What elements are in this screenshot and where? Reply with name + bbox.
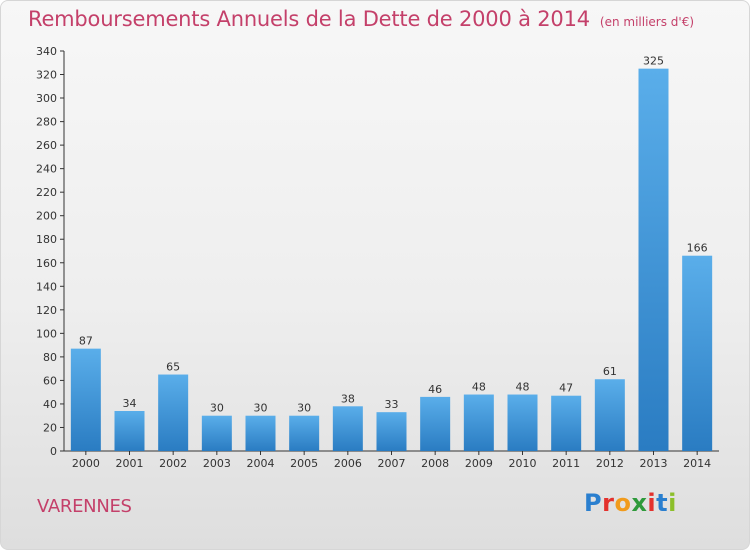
y-tick-label: 40	[43, 398, 57, 411]
x-tick-label-2002: 2002	[159, 457, 187, 470]
y-tick-label: 200	[36, 210, 57, 223]
y-tick-label: 80	[43, 351, 57, 364]
y-tick-label: 160	[36, 257, 57, 270]
bar-2007	[376, 412, 407, 451]
value-label-2006: 38	[341, 392, 355, 405]
chart-title-unit: (en milliers d'€)	[599, 15, 695, 29]
value-label-2013: 325	[643, 55, 664, 68]
x-tick-label-2013: 2013	[640, 457, 668, 470]
y-tick-label: 340	[36, 45, 57, 58]
value-label-2007: 33	[385, 398, 399, 411]
chart-title: Remboursements Annuels de la Dette de 20…	[28, 7, 694, 31]
x-tick-label-2000: 2000	[72, 457, 100, 470]
bar-2013	[638, 68, 669, 451]
bar-2014	[682, 255, 713, 451]
bar-2000	[70, 348, 101, 451]
chart-title-main: Remboursements Annuels de la Dette de 20…	[28, 7, 590, 31]
place-name: VARENNES	[37, 496, 132, 517]
y-tick-label: 280	[36, 116, 57, 129]
bar-2004	[245, 415, 276, 451]
x-tick-label-2001: 2001	[116, 457, 144, 470]
value-label-2008: 46	[428, 383, 442, 396]
value-label-2000: 87	[79, 335, 93, 348]
bar-2008	[420, 396, 451, 451]
bar-2005	[289, 415, 320, 451]
value-label-2010: 48	[516, 381, 530, 394]
chart-labels: 87 2000 34 2001 65 2002 30 2003 30 2004 30 2005 38 20…	[72, 55, 711, 470]
y-tick-label: 240	[36, 163, 57, 176]
x-tick-label-2007: 2007	[378, 457, 406, 470]
x-tick-label-2008: 2008	[421, 457, 449, 470]
value-label-2001: 34	[123, 397, 137, 410]
x-tick-label-2010: 2010	[509, 457, 537, 470]
x-tick-label-2004: 2004	[247, 457, 275, 470]
bar-2003	[201, 415, 232, 451]
x-tick-label-2009: 2009	[465, 457, 493, 470]
x-tick-label-2006: 2006	[334, 457, 362, 470]
bar-2006	[332, 406, 363, 451]
value-label-2009: 48	[472, 381, 486, 394]
x-tick-label-2014: 2014	[683, 457, 711, 470]
value-label-2011: 47	[559, 382, 573, 395]
proxiti-logo: Proxiti	[584, 489, 677, 517]
y-tick-label: 260	[36, 139, 57, 152]
y-tick-label: 20	[43, 421, 57, 434]
chart-axes: 0 20 40 60 80 100 120 140 160 180 200 220 240 260 280 3…	[36, 45, 719, 458]
value-label-2003: 30	[210, 402, 224, 415]
bar-2001	[114, 411, 145, 451]
y-tick-label: 60	[43, 374, 57, 387]
x-tick-label-2003: 2003	[203, 457, 231, 470]
y-tick-label: 140	[36, 280, 57, 293]
y-tick-label: 220	[36, 186, 57, 199]
bar-2010	[507, 394, 538, 451]
value-label-2012: 61	[603, 365, 617, 378]
y-tick-label: 100	[36, 327, 57, 340]
chart-bars	[70, 68, 713, 451]
y-tick-label: 120	[36, 304, 57, 317]
value-label-2005: 30	[297, 402, 311, 415]
y-tick-label: 180	[36, 233, 57, 246]
bar-2002	[158, 374, 189, 451]
value-label-2004: 30	[254, 402, 268, 415]
x-tick-label-2005: 2005	[290, 457, 318, 470]
y-tick-label: 320	[36, 69, 57, 82]
y-tick-label: 0	[50, 445, 57, 458]
value-label-2002: 65	[166, 361, 180, 374]
bar-2009	[463, 394, 494, 451]
value-label-2014: 166	[687, 242, 708, 255]
bar-2012	[594, 379, 625, 451]
x-tick-label-2012: 2012	[596, 457, 624, 470]
bar-2011	[551, 395, 582, 451]
y-tick-label: 300	[36, 92, 57, 105]
x-tick-label-2011: 2011	[552, 457, 580, 470]
